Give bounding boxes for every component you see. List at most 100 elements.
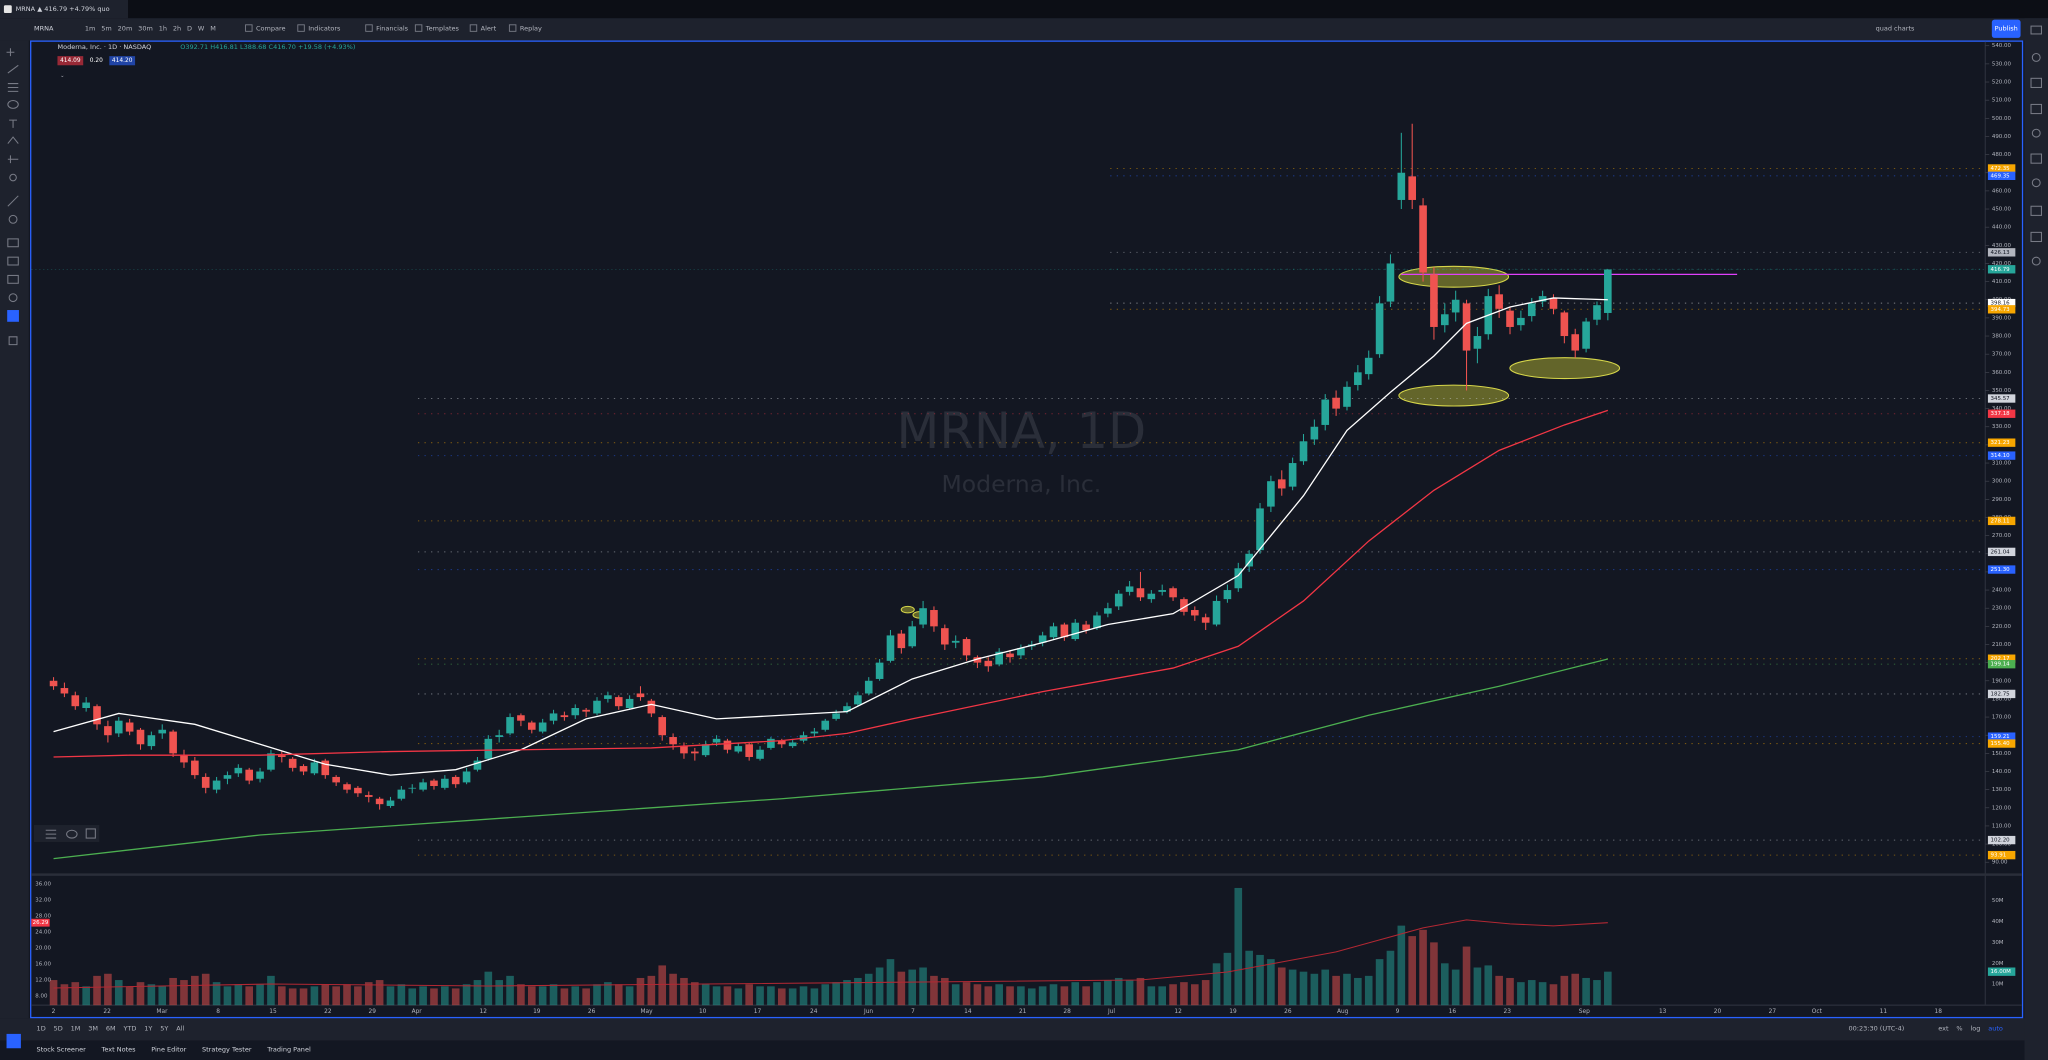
volume-bar [1495, 975, 1503, 1006]
toolbar-button[interactable]: Indicators [308, 25, 341, 33]
range-button[interactable]: 1D [37, 1025, 46, 1033]
range-button[interactable]: 3M [88, 1025, 98, 1033]
bottom-tab[interactable]: Trading Panel [266, 1046, 311, 1054]
tool-fib[interactable] [7, 83, 19, 92]
bottom-tab[interactable]: Strategy Tester [202, 1046, 252, 1054]
button-icon [414, 24, 423, 32]
moving-average [53, 297, 1608, 776]
interval-button[interactable]: D [187, 25, 192, 33]
interval-button[interactable]: W [198, 25, 205, 33]
price-badge [1987, 438, 2016, 447]
tool-pattern[interactable] [7, 136, 19, 144]
date-label: 13 [1659, 1009, 1667, 1015]
scale-option[interactable]: log [1970, 1025, 1980, 1033]
scale-option[interactable]: auto [1988, 1025, 2003, 1033]
tool-zoom[interactable] [8, 214, 18, 224]
tab[interactable] [0, 0, 128, 19]
tool-hide[interactable] [8, 293, 18, 303]
volume-bar [647, 975, 656, 1006]
interval-button[interactable]: 2h [173, 25, 181, 33]
header-badge-label: 414.20 [112, 58, 133, 64]
symbol-search[interactable]: MRNA [34, 25, 54, 33]
range-button[interactable]: YTD [122, 1025, 136, 1033]
toolbar-button[interactable]: Templates [425, 25, 460, 33]
candle-body [1125, 586, 1134, 592]
side-calendar[interactable] [2030, 153, 2042, 164]
side-watchlist[interactable] [2030, 25, 2042, 35]
corner-button[interactable] [6, 1033, 21, 1049]
tool-magnet[interactable] [7, 238, 19, 248]
volume-bar [1473, 967, 1482, 1006]
tool-lock[interactable] [7, 274, 19, 284]
interval-button[interactable]: 1m [85, 25, 96, 33]
interval-button[interactable]: M [210, 25, 216, 33]
volume-bar [180, 980, 188, 1006]
float-icon[interactable] [66, 829, 78, 839]
date-label: Apr [412, 1009, 423, 1015]
price-badge [1987, 171, 2016, 181]
range-button[interactable]: 5Y [160, 1025, 168, 1033]
float-icon[interactable] [45, 829, 57, 839]
ohlc-legend: O392.71 H416.81 L388.68 C416.70 +19.58 (… [180, 43, 355, 51]
range-button[interactable]: 1M [71, 1025, 81, 1033]
candle-body [788, 742, 797, 747]
candle-body [1538, 296, 1547, 302]
bottom-tab[interactable]: Stock Screener [37, 1046, 87, 1054]
candle-body [299, 766, 308, 772]
tool-lock-draw[interactable] [7, 256, 19, 266]
tool-cross[interactable] [6, 48, 15, 57]
volume-bar [604, 982, 612, 1006]
tool-icon[interactable] [9, 173, 17, 182]
layout-name[interactable]: quad charts [1876, 25, 1915, 33]
bottom-tab[interactable]: Pine Editor [151, 1046, 186, 1054]
date-label: Oct [1812, 1009, 1823, 1015]
volume-bar [125, 986, 134, 1006]
tool-active[interactable] [7, 310, 19, 322]
float-icon[interactable] [85, 828, 96, 839]
tool-line[interactable] [7, 64, 19, 74]
tool-trash[interactable] [8, 336, 18, 346]
toolbar-button[interactable]: Alert [481, 25, 497, 33]
toolbar-button[interactable]: Compare [256, 25, 286, 33]
button-icon [365, 24, 373, 32]
interval-button[interactable]: 30m [138, 25, 153, 33]
price-badge-label: 321.23 [1991, 440, 2011, 446]
volume-bar [299, 988, 308, 1006]
scale-option[interactable]: % [1956, 1025, 1962, 1033]
volume-bar [821, 984, 830, 1006]
bottom-tab[interactable]: Text Notes [100, 1046, 136, 1054]
side-streams[interactable] [2030, 205, 2042, 216]
candle-body [625, 698, 634, 708]
side-ideas[interactable] [2031, 178, 2041, 188]
scale-option[interactable]: ext [1938, 1025, 1949, 1033]
interval-button[interactable]: 20m [118, 25, 133, 33]
volume-bar [941, 977, 949, 1006]
side-alerts[interactable] [2031, 53, 2041, 62]
side-chats[interactable] [2030, 231, 2042, 243]
side-data[interactable] [2030, 77, 2042, 88]
interval-button[interactable]: 5m [101, 25, 112, 33]
candle-body [984, 660, 993, 667]
range-button[interactable]: 1Y [144, 1025, 152, 1033]
range-button[interactable]: 5D [54, 1025, 63, 1033]
collapse-toggle[interactable]: ⌄ [60, 73, 64, 79]
date-label: Jul [1107, 1009, 1115, 1015]
date-label: 26 [588, 1009, 596, 1015]
side-news[interactable] [2030, 103, 2042, 115]
volume-bar [1386, 950, 1395, 1006]
tool-text[interactable] [9, 119, 17, 128]
range-button[interactable]: All [176, 1025, 184, 1033]
side-hotlist[interactable] [2031, 128, 2041, 138]
publish-button[interactable] [1991, 19, 2021, 38]
range-button[interactable]: 6M [106, 1025, 116, 1033]
toolbar-button[interactable]: Replay [520, 25, 542, 33]
price-badge-label: 261.04 [1991, 549, 2011, 555]
interval-button[interactable]: 1h [159, 25, 167, 33]
toolbar-button[interactable]: Financials [376, 25, 409, 33]
button-icon [245, 24, 253, 32]
tool-measure[interactable] [7, 195, 19, 207]
tool-shape[interactable] [7, 99, 19, 109]
tool-forecast[interactable] [7, 155, 19, 164]
side-help[interactable] [2031, 256, 2041, 266]
